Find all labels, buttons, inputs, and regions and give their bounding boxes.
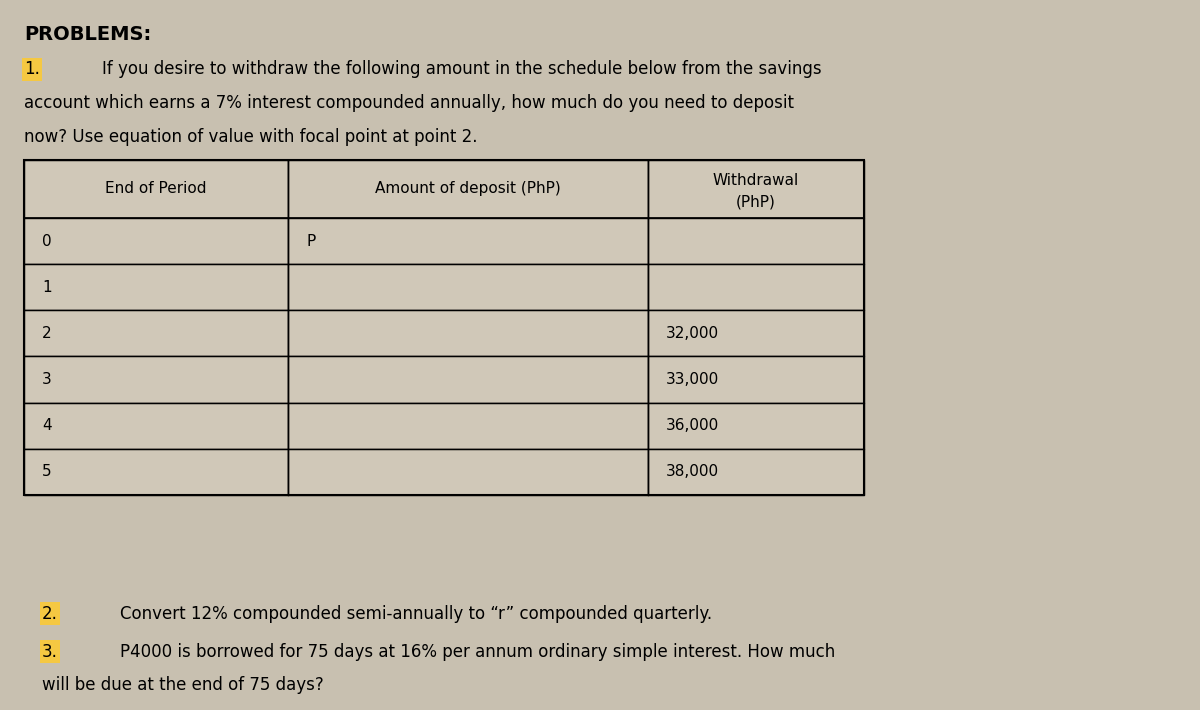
Text: now? Use equation of value with focal point at point 2.: now? Use equation of value with focal po… <box>24 128 478 146</box>
Text: (PhP): (PhP) <box>736 194 776 209</box>
Text: 32,000: 32,000 <box>666 326 719 341</box>
Bar <box>24 310 288 356</box>
Text: 4: 4 <box>42 418 52 433</box>
Bar <box>24 160 288 218</box>
Bar <box>288 160 648 218</box>
Text: 38,000: 38,000 <box>666 464 719 479</box>
Bar <box>24 403 288 449</box>
Text: 2.: 2. <box>42 605 58 623</box>
Text: 5: 5 <box>42 464 52 479</box>
Bar <box>648 356 864 403</box>
Bar <box>24 264 288 310</box>
Text: 36,000: 36,000 <box>666 418 719 433</box>
Bar <box>648 218 864 264</box>
Text: 1.: 1. <box>24 60 40 78</box>
Bar <box>288 356 648 403</box>
Text: If you desire to withdraw the following amount in the schedule below from the sa: If you desire to withdraw the following … <box>102 60 822 78</box>
Text: account which earns a 7% interest compounded annually, how much do you need to d: account which earns a 7% interest compou… <box>24 94 794 111</box>
Text: 0: 0 <box>42 234 52 248</box>
Text: P4000 is borrowed for 75 days at 16% per annum ordinary simple interest. How muc: P4000 is borrowed for 75 days at 16% per… <box>120 643 835 660</box>
Text: 3: 3 <box>42 372 52 387</box>
Bar <box>648 310 864 356</box>
Bar <box>24 356 288 403</box>
Bar <box>288 449 648 495</box>
Text: 3.: 3. <box>42 643 58 660</box>
Bar <box>24 218 288 264</box>
Text: will be due at the end of 75 days?: will be due at the end of 75 days? <box>42 676 324 694</box>
Text: End of Period: End of Period <box>106 181 206 197</box>
Bar <box>24 449 288 495</box>
Text: Withdrawal: Withdrawal <box>713 173 799 187</box>
Bar <box>648 403 864 449</box>
Bar <box>288 218 648 264</box>
Text: 1: 1 <box>42 280 52 295</box>
Bar <box>648 449 864 495</box>
Bar <box>648 160 864 218</box>
Text: Amount of deposit (PhP): Amount of deposit (PhP) <box>376 181 560 197</box>
Text: 33,000: 33,000 <box>666 372 719 387</box>
Bar <box>288 264 648 310</box>
Text: Convert 12% compounded semi-annually to “r” compounded quarterly.: Convert 12% compounded semi-annually to … <box>120 605 712 623</box>
Bar <box>288 403 648 449</box>
Text: PROBLEMS:: PROBLEMS: <box>24 25 151 44</box>
Bar <box>648 264 864 310</box>
Text: P: P <box>306 234 316 248</box>
Bar <box>288 310 648 356</box>
Text: 2: 2 <box>42 326 52 341</box>
